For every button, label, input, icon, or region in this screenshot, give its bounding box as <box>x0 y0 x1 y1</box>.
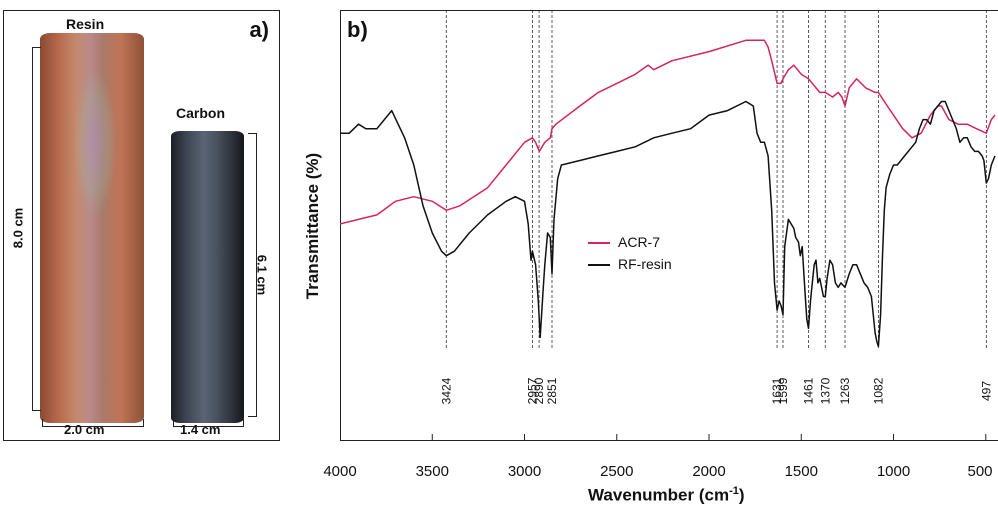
peak-label-1631: 1631 <box>770 377 784 404</box>
peak-label-1082: 1082 <box>871 377 885 404</box>
x-tick-label-3500: 3500 <box>415 463 449 480</box>
legend-swatch-acr7 <box>588 242 610 244</box>
peak-label-2851: 2851 <box>545 377 559 404</box>
x-tick-labels: 4000 3500 3000 2500 2000 1500 1000 500 <box>0 443 998 480</box>
carbon-height-label: 6.1 cm <box>254 254 270 296</box>
x-axis-ticks <box>340 434 987 440</box>
photo-panel: a) Resin Carbon 8.0 cm 2.0 cm 6.1 cm 1.4… <box>3 10 280 441</box>
peak-label-2890: 2890 <box>532 377 546 404</box>
panel-b-letter: b) <box>347 17 368 42</box>
x-axis-title-superscript: -1 <box>729 485 739 497</box>
peak-label-1599: 1599 <box>776 377 790 404</box>
legend-label-rf-resin: RF-resin <box>618 256 672 272</box>
resin-height-label: 8.0 cm <box>10 207 26 249</box>
peak-label-2957: 2957 <box>525 377 539 404</box>
carbon-cylinder-photo <box>171 131 244 423</box>
resin-width-bracket <box>42 419 144 427</box>
resin-width-label: 2.0 cm <box>64 422 105 437</box>
carbon-width-label: 1.4 cm <box>180 422 221 437</box>
x-axis-title: Wavenumber (cm-1) <box>588 485 745 506</box>
y-axis-title: Transmittance (%) <box>303 152 322 300</box>
carbon-label: Carbon <box>176 105 225 121</box>
x-tick-label-4000: 4000 <box>323 463 357 480</box>
resin-cylinder-photo <box>40 33 144 423</box>
x-tick-label-2500: 2500 <box>600 463 634 480</box>
series-line-acr-7 <box>340 39 996 225</box>
x-axis-title-text: Wavenumber (cm <box>588 485 730 505</box>
peak-label-1370: 1370 <box>818 377 832 404</box>
legend-swatch-rf-resin <box>588 264 610 266</box>
x-tick-label-1500: 1500 <box>784 463 818 480</box>
x-tick-label-2000: 2000 <box>692 463 726 480</box>
spectrum-series <box>340 39 996 348</box>
peak-label-1263: 1263 <box>838 377 852 404</box>
resin-height-bracket <box>32 47 41 411</box>
carbon-width-bracket <box>173 419 244 427</box>
peak-label-497: 497 <box>979 381 993 401</box>
peak-label-3424: 3424 <box>439 377 453 404</box>
legend-label-acr7: ACR-7 <box>618 234 661 250</box>
resin-label: Resin <box>66 16 105 32</box>
series-line-rf-resin <box>340 100 996 348</box>
x-axis-title-end: ) <box>738 485 745 505</box>
x-tick-label-3000: 3000 <box>507 463 542 480</box>
peak-label-1461: 1461 <box>801 377 815 404</box>
x-tick-label-1000: 1000 <box>876 463 911 480</box>
x-tick-label-500: 500 <box>967 463 993 480</box>
carbon-height-bracket <box>248 133 257 417</box>
plot-area-frame: b) <box>340 10 998 441</box>
panel-a-letter: a) <box>249 17 269 42</box>
